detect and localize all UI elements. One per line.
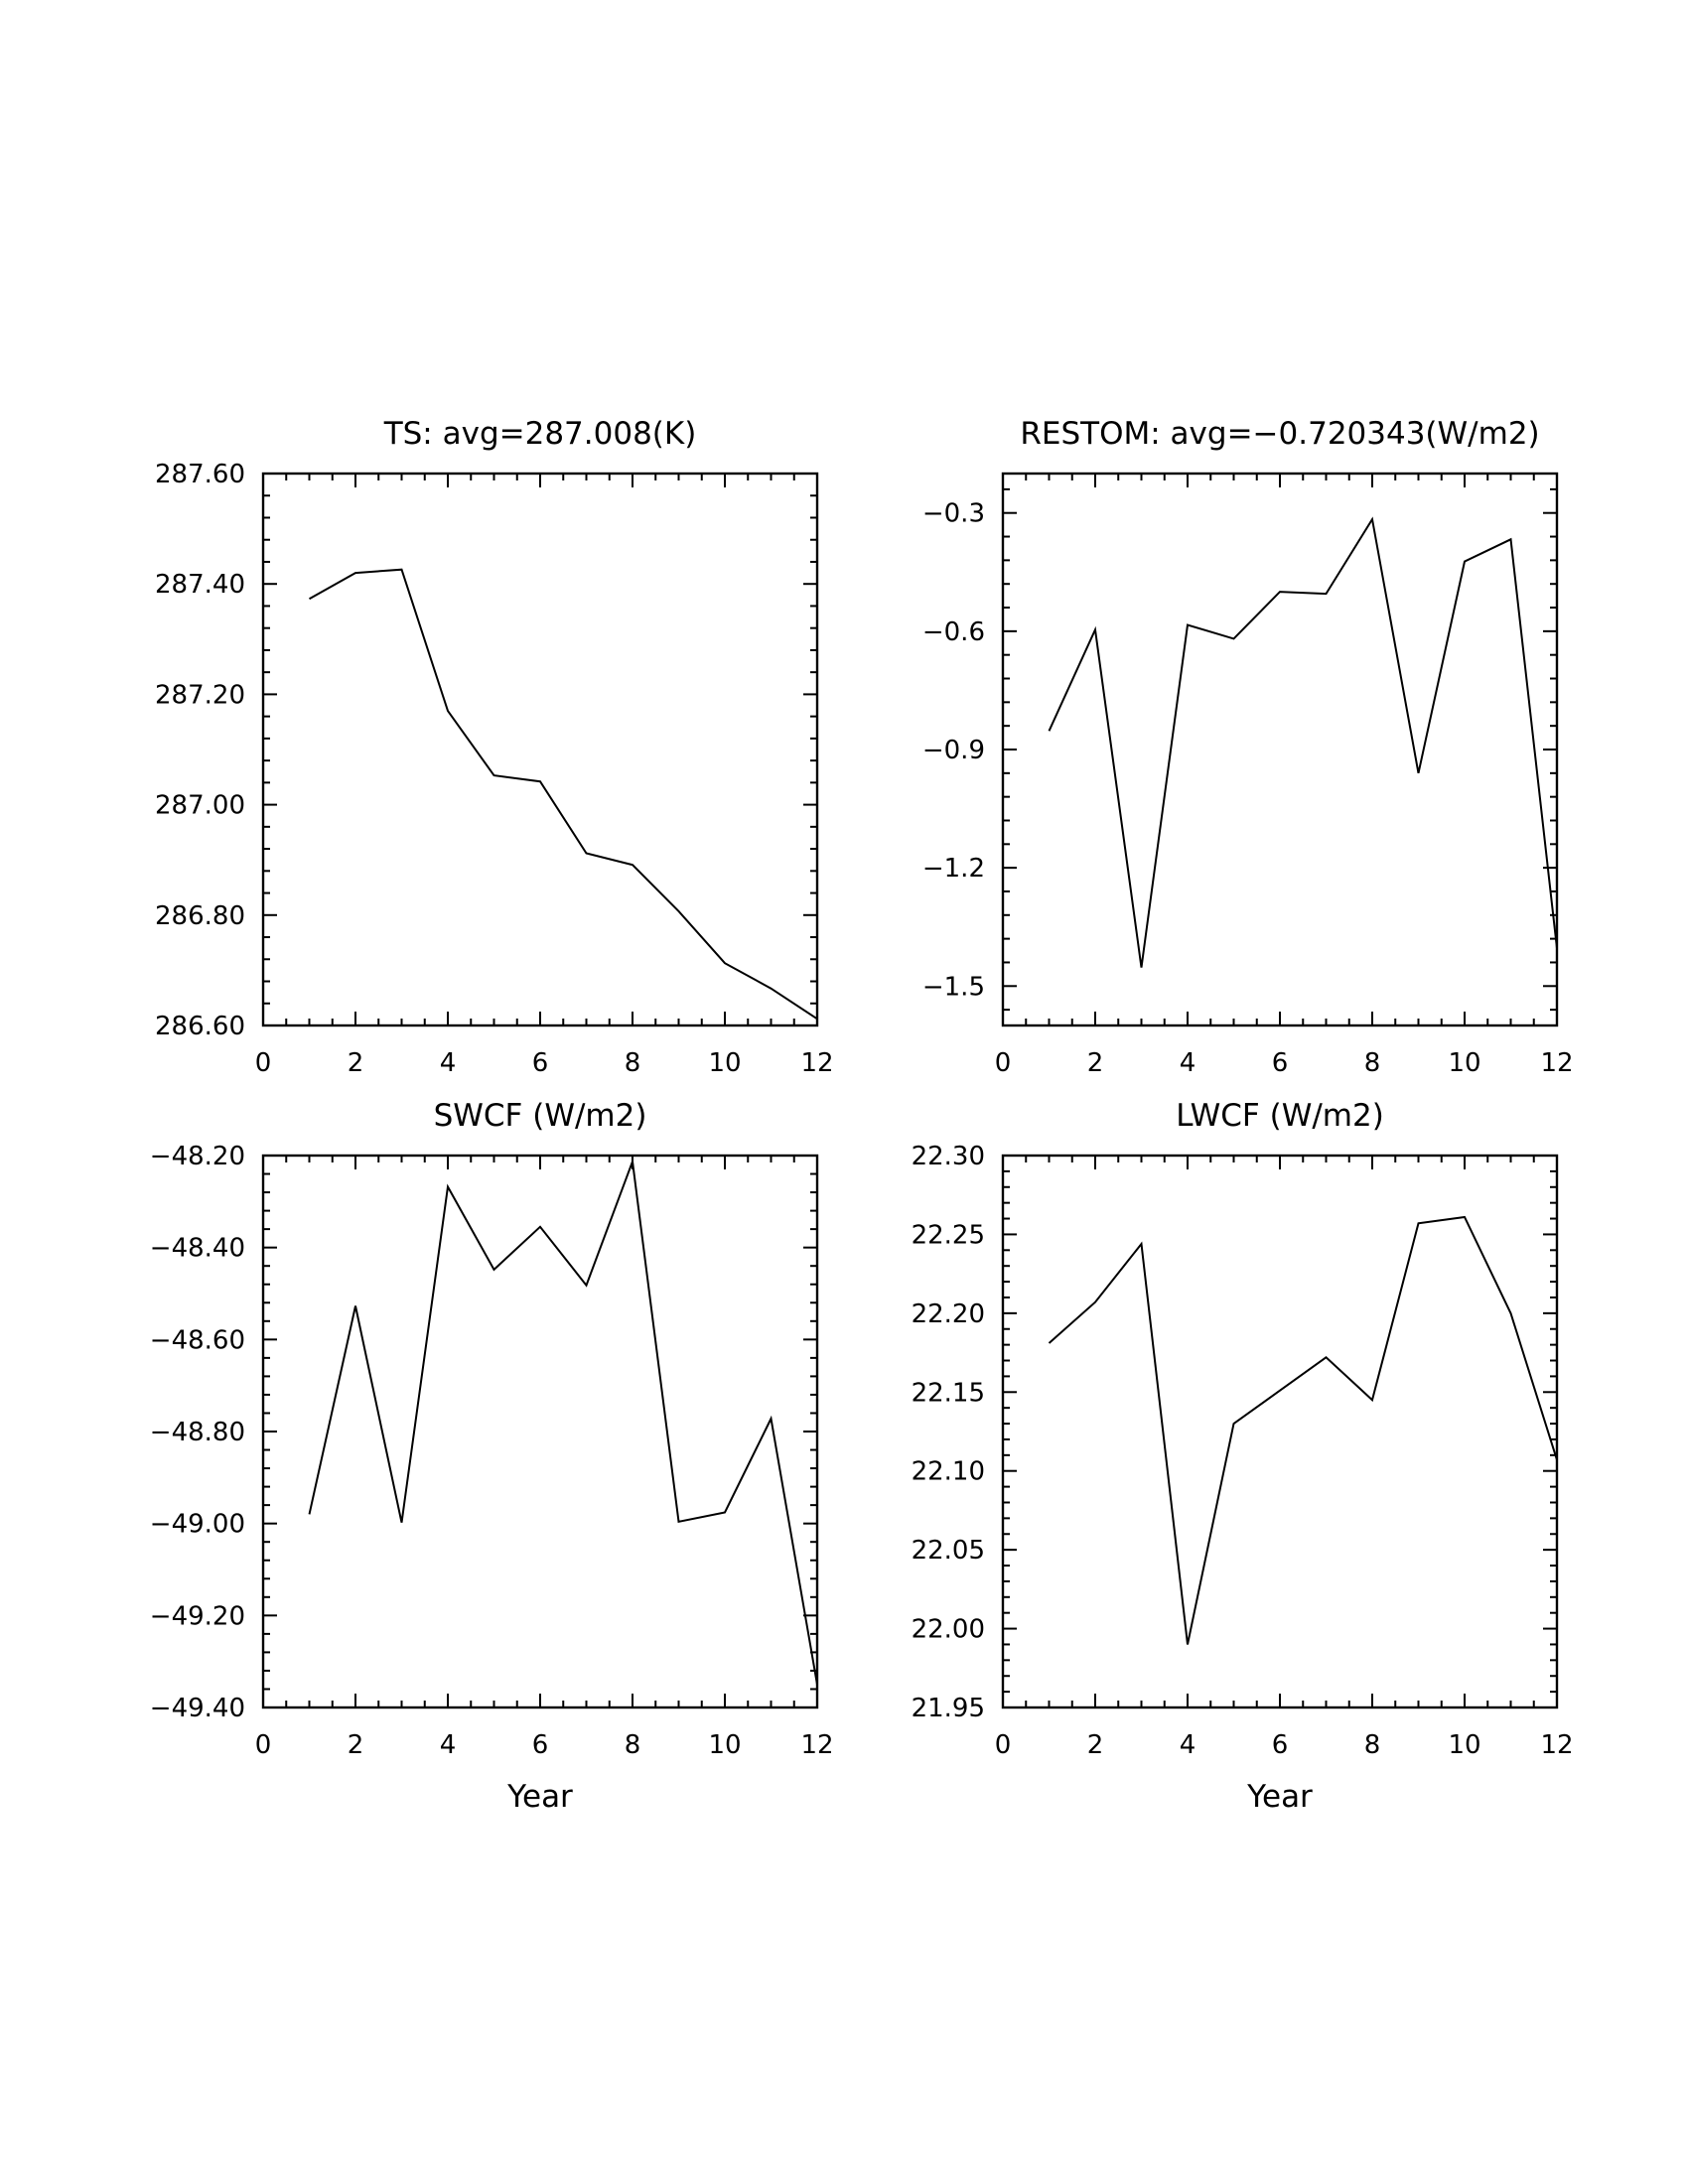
x-tick-label: 0 — [255, 1048, 272, 1078]
y-tick-label: −48.60 — [150, 1325, 245, 1355]
plot-frame — [261, 1154, 819, 1709]
x-tick-label: 6 — [1272, 1730, 1289, 1760]
x-tick-label: 10 — [708, 1730, 741, 1760]
y-tick-label: 22.30 — [912, 1142, 985, 1171]
series-line-0 — [308, 1160, 818, 1685]
x-tick-label: 8 — [625, 1048, 641, 1078]
y-tick-label: 286.80 — [155, 901, 245, 931]
x-axis-label: Year — [1246, 1779, 1313, 1815]
y-tick-label: 287.60 — [155, 460, 245, 489]
y-tick-label: 22.25 — [912, 1220, 985, 1250]
y-tick-label: −1.2 — [922, 854, 985, 884]
x-tick-label: 8 — [1364, 1048, 1381, 1078]
x-tick-label: 12 — [800, 1048, 833, 1078]
y-tick-label: −49.00 — [150, 1510, 245, 1540]
x-tick-label: 12 — [1540, 1048, 1573, 1078]
x-tick-label: 2 — [348, 1730, 364, 1760]
x-axis-label: Year — [506, 1779, 573, 1815]
x-tick-label: 12 — [800, 1730, 833, 1760]
y-tick-label: −48.80 — [150, 1418, 245, 1447]
x-tick-label: 8 — [1364, 1730, 1381, 1760]
chart-panel-1: RESTOM: avg=−0.720343(W/m2) 0 2 4 6 8 10 12 −1.5… — [922, 416, 1574, 1078]
y-tick-label: −0.6 — [922, 617, 985, 647]
x-tick-label: 2 — [1087, 1730, 1104, 1760]
y-tick-label: −0.3 — [922, 499, 985, 529]
x-tick-label: 2 — [348, 1048, 364, 1078]
plot-frame — [261, 472, 819, 1027]
y-tick-label: 22.05 — [912, 1536, 985, 1566]
x-tick-label: 0 — [995, 1048, 1012, 1078]
chart-panel-2: SWCF (W/m2) 0 2 4 6 8 10 12 −49.40 −49.20 −49.00 −4… — [150, 1098, 834, 1815]
x-tick-label: 0 — [995, 1730, 1012, 1760]
y-tick-label: 22.10 — [912, 1457, 985, 1487]
x-tick-label: 12 — [1540, 1730, 1573, 1760]
y-tick-label: 287.00 — [155, 791, 245, 821]
x-tick-label: 4 — [1180, 1730, 1196, 1760]
y-tick-label: 22.20 — [912, 1299, 985, 1329]
x-tick-label: 4 — [1180, 1048, 1196, 1078]
x-tick-label: 10 — [708, 1048, 741, 1078]
x-tick-label: 6 — [1272, 1048, 1289, 1078]
x-tick-label: 8 — [625, 1730, 641, 1760]
x-tick-label: 4 — [440, 1048, 457, 1078]
y-tick-label: 21.95 — [912, 1694, 985, 1723]
chart-title: RESTOM: avg=−0.720343(W/m2) — [1020, 416, 1539, 452]
y-tick-label: −48.40 — [150, 1234, 245, 1264]
y-tick-label: −0.9 — [922, 736, 985, 765]
y-tick-label: 22.15 — [912, 1378, 985, 1408]
chart-title: SWCF (W/m2) — [434, 1098, 647, 1134]
x-tick-label: 10 — [1448, 1048, 1480, 1078]
chart-title: LWCF (W/m2) — [1176, 1098, 1384, 1134]
x-tick-label: 6 — [532, 1730, 549, 1760]
y-tick-label: 286.60 — [155, 1012, 245, 1041]
x-tick-label: 10 — [1448, 1730, 1480, 1760]
y-tick-label: 287.40 — [155, 570, 245, 600]
y-tick-label: 22.00 — [912, 1615, 985, 1645]
y-tick-label: −49.40 — [150, 1694, 245, 1723]
series-line-0 — [1048, 1215, 1558, 1645]
x-tick-label: 6 — [532, 1048, 549, 1078]
y-tick-label: 287.20 — [155, 680, 245, 710]
y-tick-label: −48.20 — [150, 1142, 245, 1171]
chart-title: TS: avg=287.008(K) — [383, 416, 697, 452]
chart-panel-3: LWCF (W/m2) 0 2 4 6 8 10 12 21.95 22.00 22.05 22.10… — [912, 1098, 1574, 1815]
series-line-0 — [309, 568, 818, 1021]
y-tick-label: −1.5 — [922, 972, 985, 1002]
chart-panel-0: TS: avg=287.008(K) 0 2 4 6 8 10 12 286.60 286.80 2… — [155, 416, 834, 1078]
x-tick-label: 2 — [1087, 1048, 1104, 1078]
series-line-0 — [1048, 516, 1558, 968]
x-tick-label: 0 — [255, 1730, 272, 1760]
y-tick-label: −49.20 — [150, 1601, 245, 1631]
x-tick-label: 4 — [440, 1730, 457, 1760]
